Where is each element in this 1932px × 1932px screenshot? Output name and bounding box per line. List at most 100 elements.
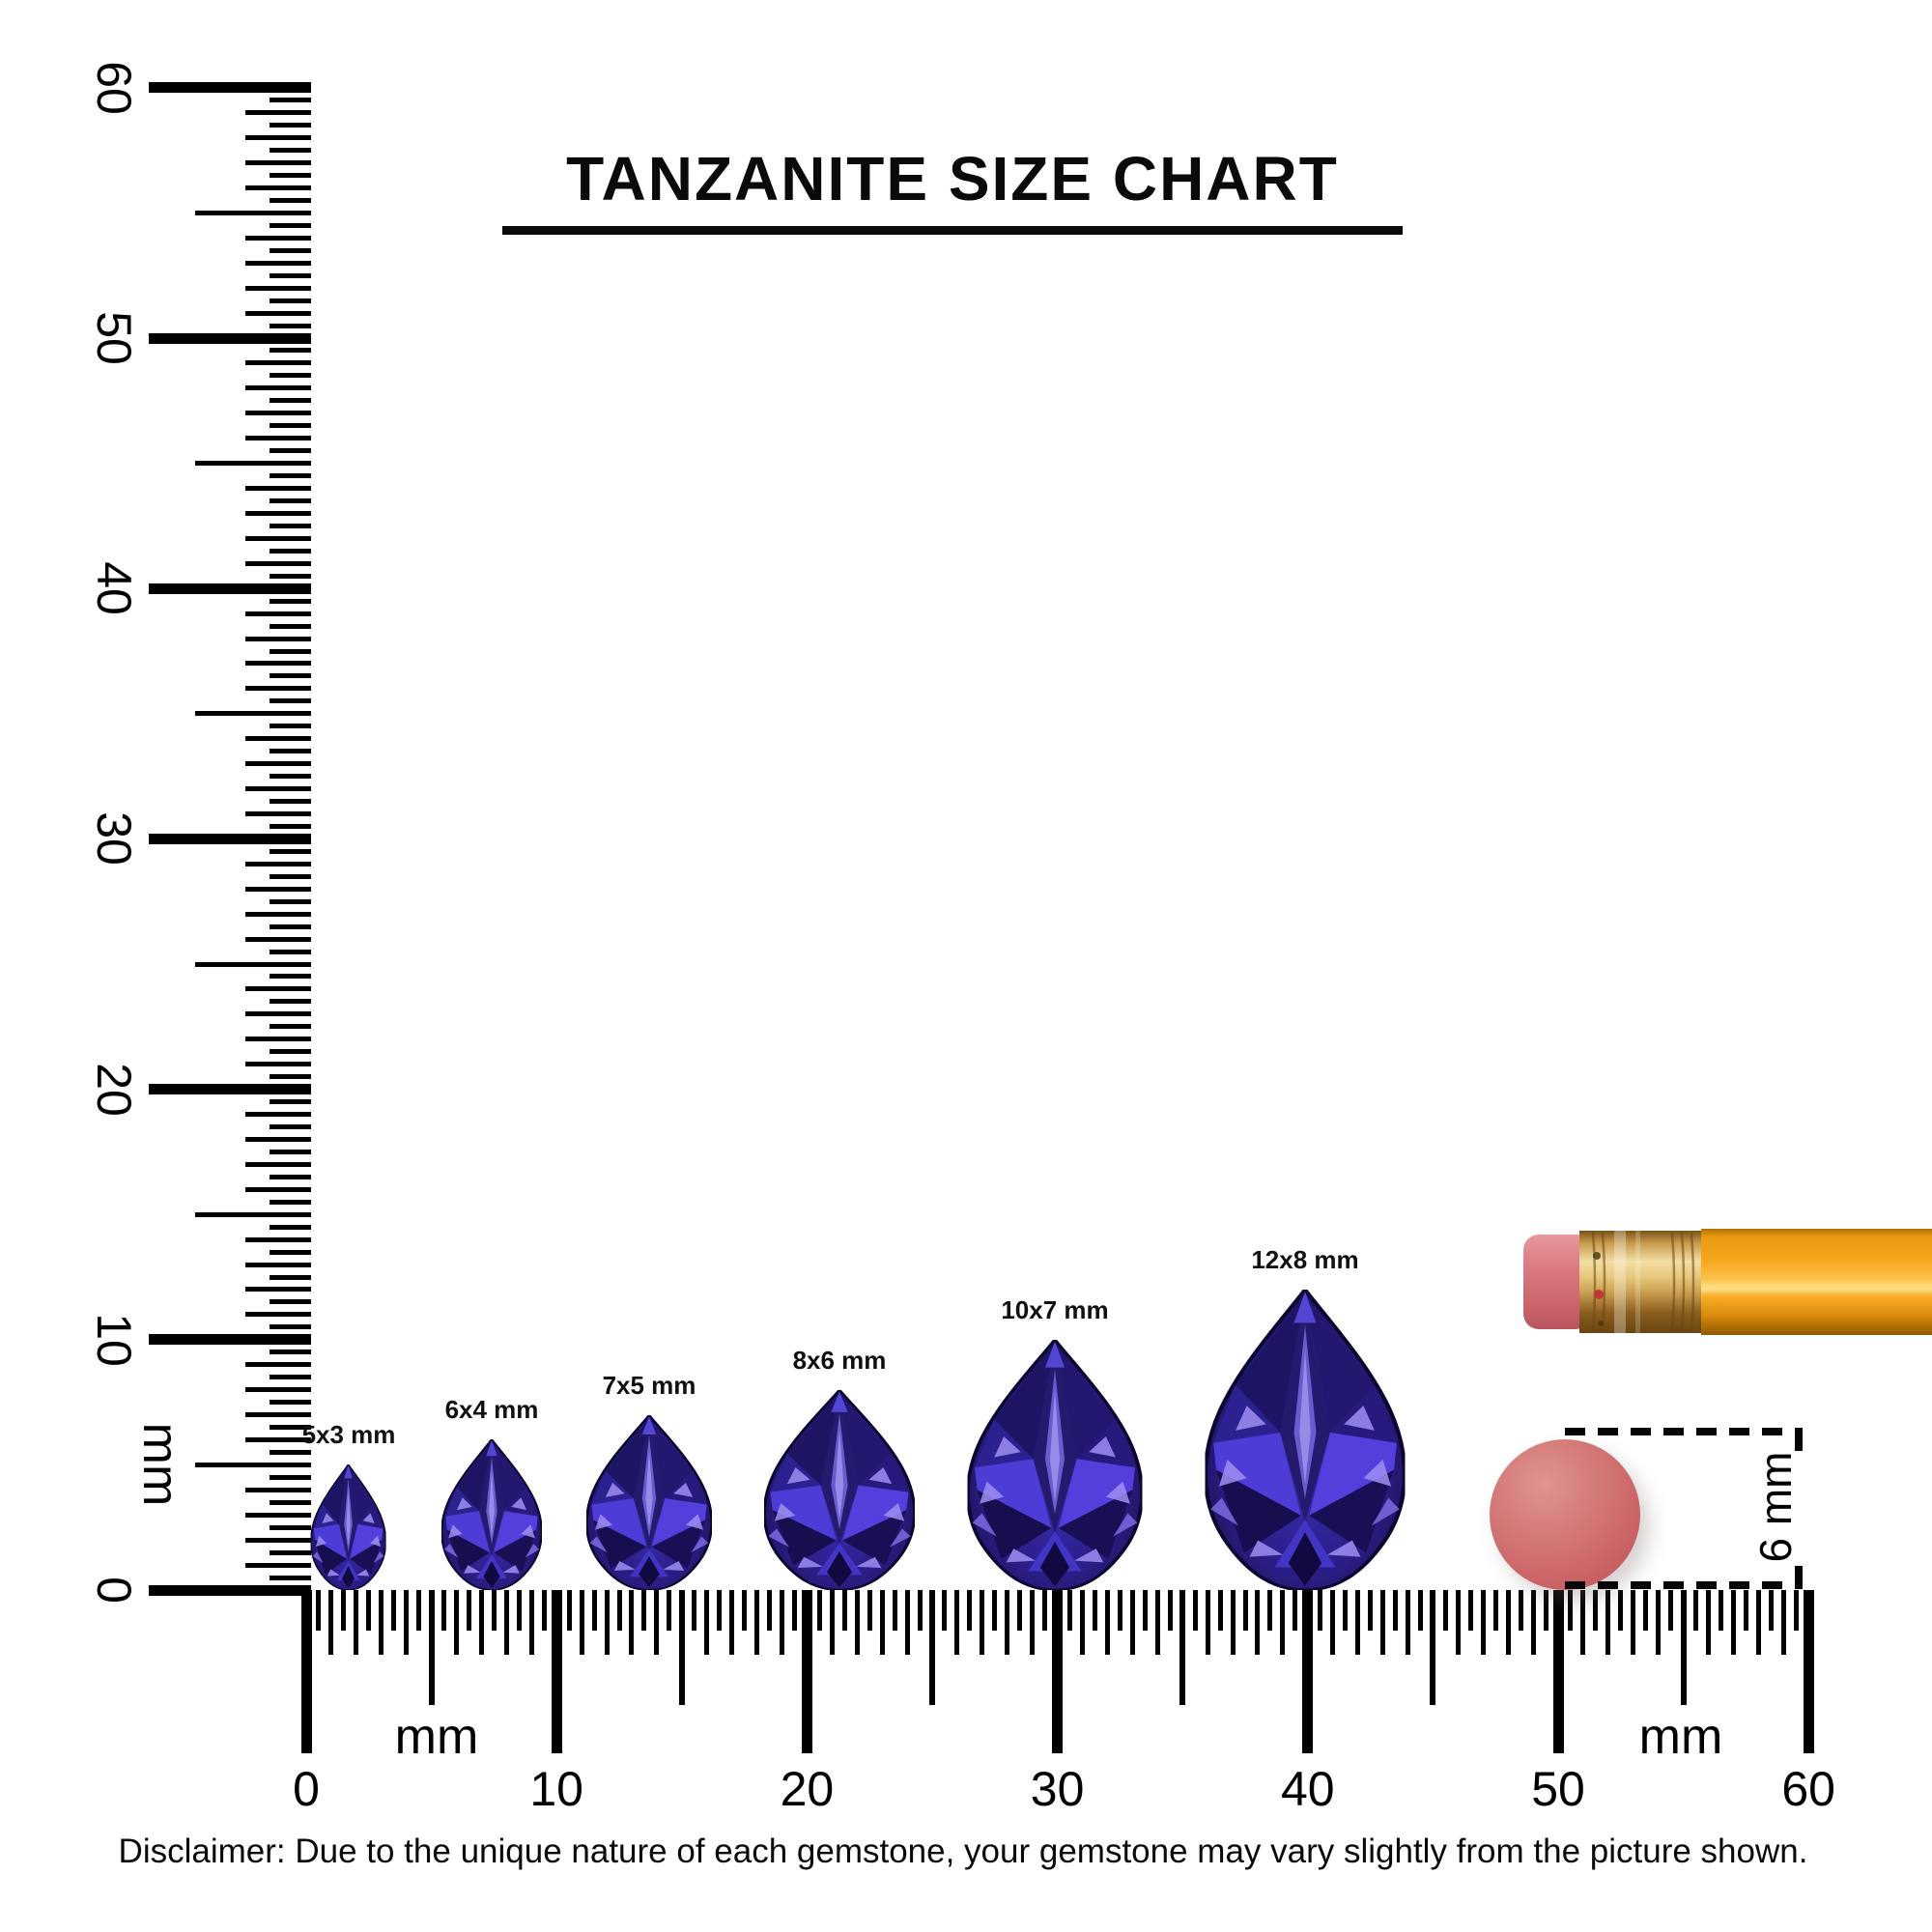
vertical-ruler-number: 20: [87, 1062, 141, 1117]
ruler-tick: [245, 810, 311, 816]
ruler-tick: [245, 761, 311, 767]
ruler-tick: [270, 898, 311, 904]
ruler-tick: [1092, 1590, 1097, 1631]
ruler-tick: [270, 1499, 311, 1505]
ruler-tick: [270, 1299, 311, 1305]
ruler-tick: [1480, 1590, 1486, 1655]
ruler-tick: [270, 1123, 311, 1129]
ruler-tick: [245, 185, 311, 190]
horizontal-ruler-number: 60: [1781, 1762, 1835, 1816]
ruler-tick: [270, 448, 311, 454]
ruler-tick: [245, 411, 311, 416]
ruler-tick: [328, 1590, 334, 1655]
ruler-tick: [149, 1334, 311, 1346]
ruler-tick: [1393, 1590, 1399, 1631]
ruler-tick: [654, 1590, 660, 1655]
ruler-tick: [270, 923, 311, 929]
ruler-tick: [316, 1590, 322, 1631]
ruler-tick: [245, 1362, 311, 1368]
ruler-tick: [1430, 1590, 1436, 1705]
ruler-tick: [270, 548, 311, 554]
ruler-tick: [245, 1512, 311, 1518]
ruler-tick: [245, 1562, 311, 1568]
ferrule-red-dot: [1594, 1290, 1604, 1299]
vertical-ruler-number: 40: [87, 561, 141, 615]
pencil-illustration: [1523, 1229, 1932, 1335]
ruler-tick: [1656, 1590, 1662, 1655]
ruler-tick: [245, 861, 311, 867]
ruler-tick: [841, 1590, 847, 1631]
ruler-tick: [1693, 1590, 1699, 1631]
ruler-tick: [1668, 1590, 1674, 1631]
ruler-tick: [300, 1590, 312, 1753]
ruler-tick: [270, 1350, 311, 1355]
ruler-tick: [1718, 1590, 1723, 1631]
ruler-tick: [729, 1590, 735, 1655]
ruler-tick: [754, 1590, 760, 1655]
ruler-tick: [1793, 1590, 1799, 1631]
ruler-tick: [195, 711, 311, 717]
ruler-tick: [245, 1287, 311, 1293]
ruler-tick: [270, 1024, 311, 1030]
ruler-tick: [270, 497, 311, 503]
ruler-tick: [245, 661, 311, 667]
ruler-tick: [428, 1590, 435, 1705]
ruler-tick: [270, 1274, 311, 1280]
horizontal-ruler-number: 30: [1030, 1762, 1085, 1816]
ruler-tick: [629, 1590, 635, 1655]
ruler-tick: [854, 1590, 860, 1655]
ruler-tick: [1368, 1590, 1374, 1631]
ruler-tick: [149, 833, 311, 844]
ruler-tick: [1455, 1590, 1461, 1655]
ruler-tick: [1017, 1590, 1023, 1631]
ruler-tick: [942, 1590, 948, 1631]
ruler-tick: [245, 1112, 311, 1118]
ruler-tick: [270, 573, 311, 579]
title-underline: [502, 226, 1403, 235]
ferrule-dot: [1593, 1252, 1601, 1260]
ruler-tick: [466, 1590, 471, 1631]
ruler-tick: [270, 974, 311, 980]
ruler-tick: [270, 598, 311, 604]
ruler-tick: [270, 423, 311, 429]
ruler-tick: [1405, 1590, 1410, 1655]
ruler-tick: [270, 247, 311, 253]
ruler-tick: [379, 1590, 384, 1655]
ferrule-crimp-lines: [1591, 1232, 1695, 1332]
ruler-tick: [1631, 1590, 1636, 1655]
horizontal-ruler-number: 50: [1531, 1762, 1585, 1816]
ruler-tick: [270, 148, 311, 154]
ruler-tick: [1205, 1590, 1210, 1655]
ruler-tick: [1179, 1590, 1186, 1705]
ruler-tick: [1380, 1590, 1386, 1655]
ruler-tick: [270, 1324, 311, 1330]
ruler-tick: [245, 1161, 311, 1167]
gem-figure-8x6mm: 8x6 mm: [764, 1346, 915, 1590]
ruler-tick: [980, 1590, 985, 1655]
measure-end-stub: [1795, 1566, 1803, 1589]
ruler-tick: [1318, 1590, 1323, 1631]
ruler-tick: [454, 1590, 460, 1655]
ruler-tick: [245, 285, 311, 291]
ruler-tick: [692, 1590, 697, 1631]
vertical-ruler-number: 50: [87, 311, 141, 365]
ruler-tick: [270, 1425, 311, 1431]
measure-end-stub: [1795, 1428, 1803, 1451]
ruler-tick: [245, 260, 311, 266]
ruler-tick: [1417, 1590, 1423, 1631]
ruler-tick: [195, 961, 311, 967]
ruler-tick: [245, 110, 311, 116]
ruler-tick: [341, 1590, 347, 1631]
ruler-tick: [892, 1590, 897, 1631]
ruler-tick: [245, 1037, 311, 1042]
ruler-tick: [1755, 1590, 1761, 1655]
ruler-tick: [270, 1199, 311, 1205]
ruler-tick: [879, 1590, 885, 1655]
ferrule-dot: [1598, 1321, 1604, 1326]
ruler-tick: [245, 1537, 311, 1543]
ruler-tick: [245, 1136, 311, 1142]
ruler-tick: [149, 582, 311, 594]
ruler-tick: [270, 123, 311, 128]
ruler-tick: [354, 1590, 359, 1655]
